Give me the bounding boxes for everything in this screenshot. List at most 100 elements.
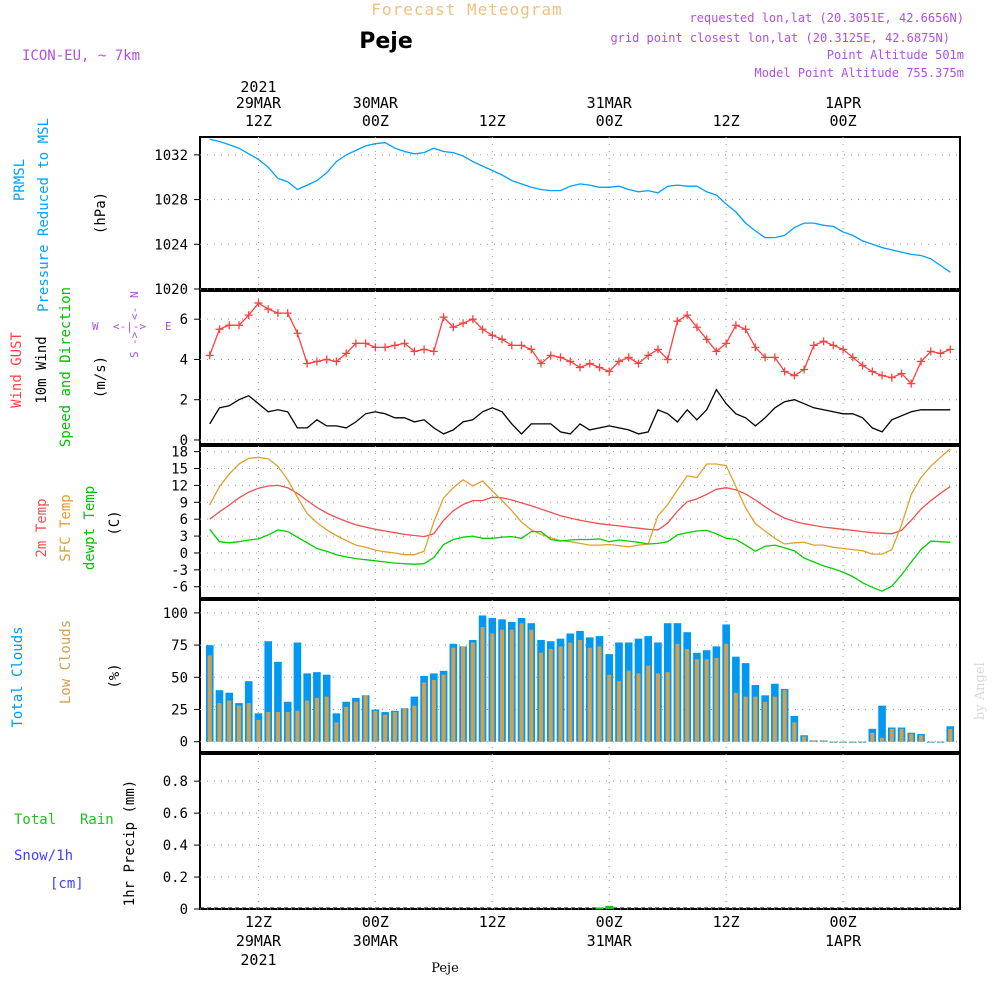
gust-marker [537, 359, 546, 368]
y-tick-label: 100 [163, 606, 188, 622]
gust-marker [614, 357, 623, 366]
low-clouds-bar [207, 655, 212, 742]
panel-frame [199, 753, 961, 910]
low-clouds-bar [285, 712, 290, 742]
gust-marker [517, 341, 526, 350]
gust-marker [605, 367, 614, 376]
gust-marker [215, 325, 224, 334]
gust-marker [205, 351, 214, 360]
svg-text:->: -> [128, 331, 141, 345]
low-clouds-bar [616, 681, 622, 742]
low-clouds-bar [938, 741, 943, 743]
bottom-year-label: 2021 [240, 951, 276, 969]
gust-marker [225, 321, 234, 330]
rain-bar [605, 905, 614, 909]
low-clouds-bar [373, 710, 378, 742]
clouds-panel-labels: Total Clouds Low Clouds (%) [10, 620, 123, 728]
top-hour-label: 12Z [245, 112, 272, 130]
model-label: ICON-EU, ~ 7km [22, 48, 140, 64]
wind-speed-line [209, 388, 951, 435]
low-clouds-bar [636, 673, 641, 742]
low-clouds-bar [860, 741, 865, 743]
top-hour-label: 00Z [596, 112, 623, 130]
top-date-label: 1APR [825, 94, 862, 112]
low-clouds-bar [246, 703, 251, 742]
gust-marker [449, 323, 458, 332]
gust-marker [342, 349, 351, 358]
location-title: Peje [359, 29, 413, 54]
low-clouds-bar [743, 696, 748, 742]
gust-marker [488, 331, 497, 340]
compass-east: E [165, 320, 172, 333]
total-label: Total [14, 812, 56, 828]
wind-panel: 0 2 4 6 [180, 290, 961, 449]
compass-north: N [128, 291, 141, 298]
y-tick-label: 12 [171, 478, 188, 494]
bottom-hour-label: 12Z [245, 913, 272, 931]
temp2m-line [209, 484, 951, 538]
wind-panel-labels: Wind GUST 10m Wind Speed and Direction (… [9, 287, 172, 447]
compass-south: S [128, 351, 141, 358]
low-clouds-bar [646, 665, 651, 742]
snow-unit-label: [cm] [50, 876, 84, 892]
low-clouds-bar [704, 659, 709, 742]
clouds-panel: 0 25 50 75 100 [163, 599, 961, 753]
panel-frame [199, 445, 961, 599]
low-clouds-bar [918, 735, 924, 742]
y-tick-label: 9 [180, 495, 188, 511]
gust-marker [936, 349, 945, 358]
low-clouds-bar [587, 647, 592, 742]
temp2m-label: 2m Temp [34, 498, 50, 557]
gust-marker [322, 355, 331, 364]
gust-marker [731, 321, 740, 330]
low-clouds-bar [314, 697, 319, 742]
clouds-unit: (%) [107, 663, 123, 688]
gust-marker [653, 345, 662, 354]
gust-marker [595, 363, 604, 372]
top-hour-label: 12Z [713, 112, 740, 130]
bottom-date-label: 31MAR [587, 932, 633, 950]
low-clouds-bar [383, 714, 388, 742]
low-clouds-bar [753, 696, 758, 742]
low-clouds-bar [597, 646, 602, 742]
gust-marker [800, 365, 809, 374]
low-clouds-bar [909, 733, 914, 742]
gust-marker [829, 341, 838, 350]
gust-marker [741, 325, 750, 334]
low-clouds-bar [763, 701, 768, 742]
gust-marker [273, 309, 282, 318]
gust-marker [858, 361, 867, 370]
top-year-label: 2021 [240, 78, 276, 96]
gust-marker [459, 319, 468, 328]
svg-text:<-: <- [128, 307, 141, 320]
gust-marker [264, 305, 273, 314]
gust-marker [624, 353, 633, 362]
low-clouds-bar [519, 623, 524, 742]
gust-marker [566, 357, 575, 366]
gust-marker [556, 353, 565, 362]
low-clouds-bar [802, 736, 807, 742]
gust-marker [897, 369, 906, 378]
low-clouds-bar [324, 696, 329, 742]
low-clouds-bar [831, 741, 836, 743]
low-clouds-bar [275, 712, 280, 742]
gust-marker [790, 371, 799, 380]
panel-frame [199, 136, 961, 290]
y-tick-label: 0.6 [163, 806, 188, 822]
top-hour-label: 12Z [479, 112, 506, 130]
precipitation-panel: 0 0.2 0.4 0.6 0.8 [163, 753, 961, 918]
low-clouds-bar [841, 741, 846, 743]
gust-marker [702, 335, 711, 344]
gust-marker [410, 347, 419, 356]
low-clouds-bar [422, 682, 427, 742]
low-clouds-bar [850, 741, 855, 743]
y-tick-label: 1028 [154, 193, 188, 209]
y-tick-label: 0 [180, 735, 188, 751]
gust-marker [780, 367, 789, 376]
temp-unit: (C) [107, 510, 123, 535]
bottom-hour-label: 00Z [830, 913, 857, 931]
y-tick-label: 0 [180, 433, 188, 449]
panel-frame [199, 290, 961, 445]
